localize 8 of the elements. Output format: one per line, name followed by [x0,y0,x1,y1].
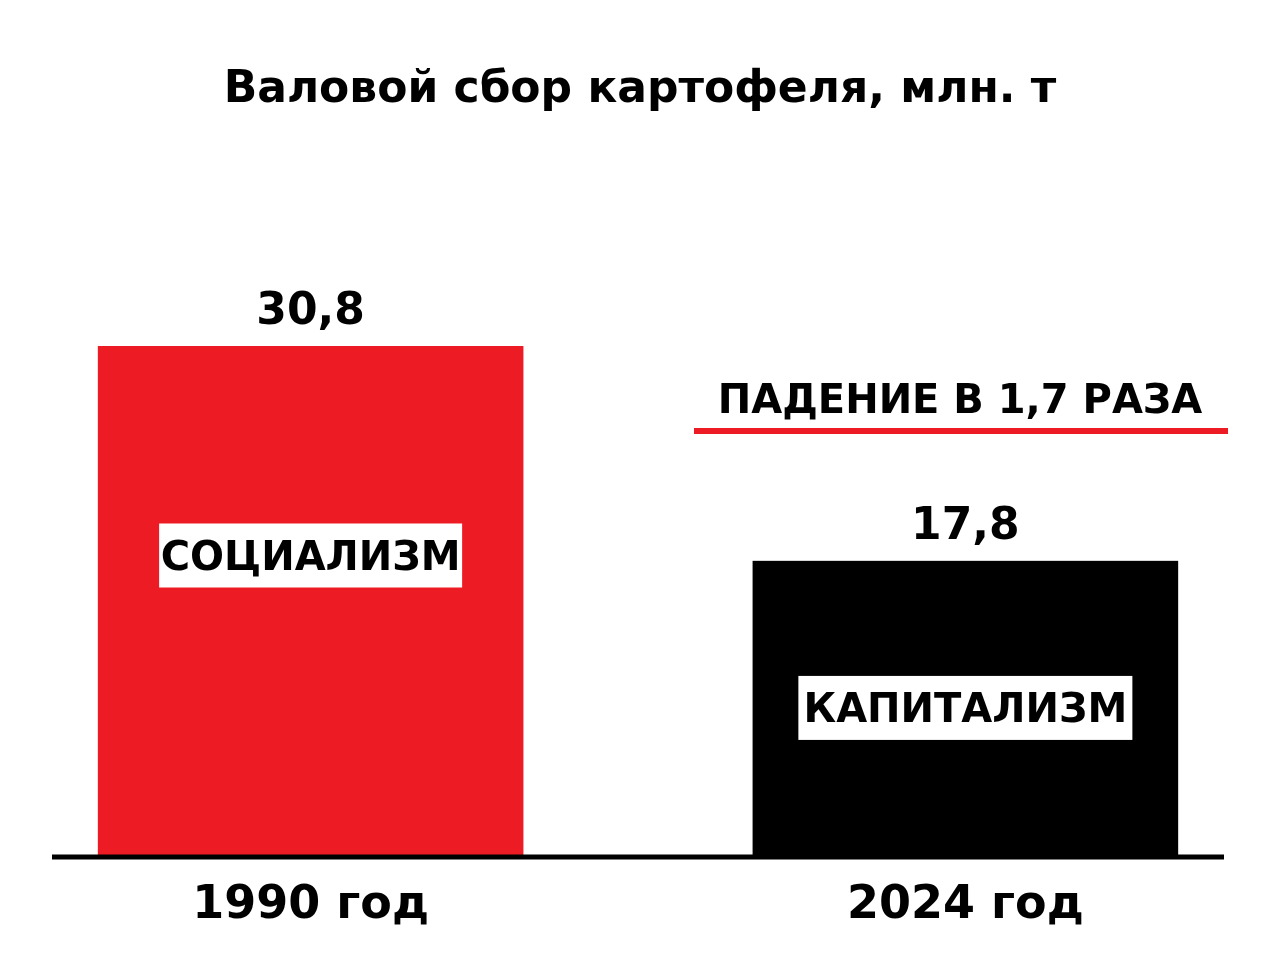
data-label: 17,8 [911,497,1020,549]
annotation: СОЦИАЛИЗМ [160,532,461,579]
x-tick-label: 1990 год [192,875,430,929]
annotation: КАПИТАЛИЗМ [803,684,1128,731]
chart-title: Валовой сбор картофеля, млн. т [223,61,1057,112]
x-tick-label: 2024 год [846,875,1084,929]
data-label: 30,8 [256,283,365,334]
annotation: ПАДЕНИЕ В 1,7 РАЗА [717,376,1203,422]
